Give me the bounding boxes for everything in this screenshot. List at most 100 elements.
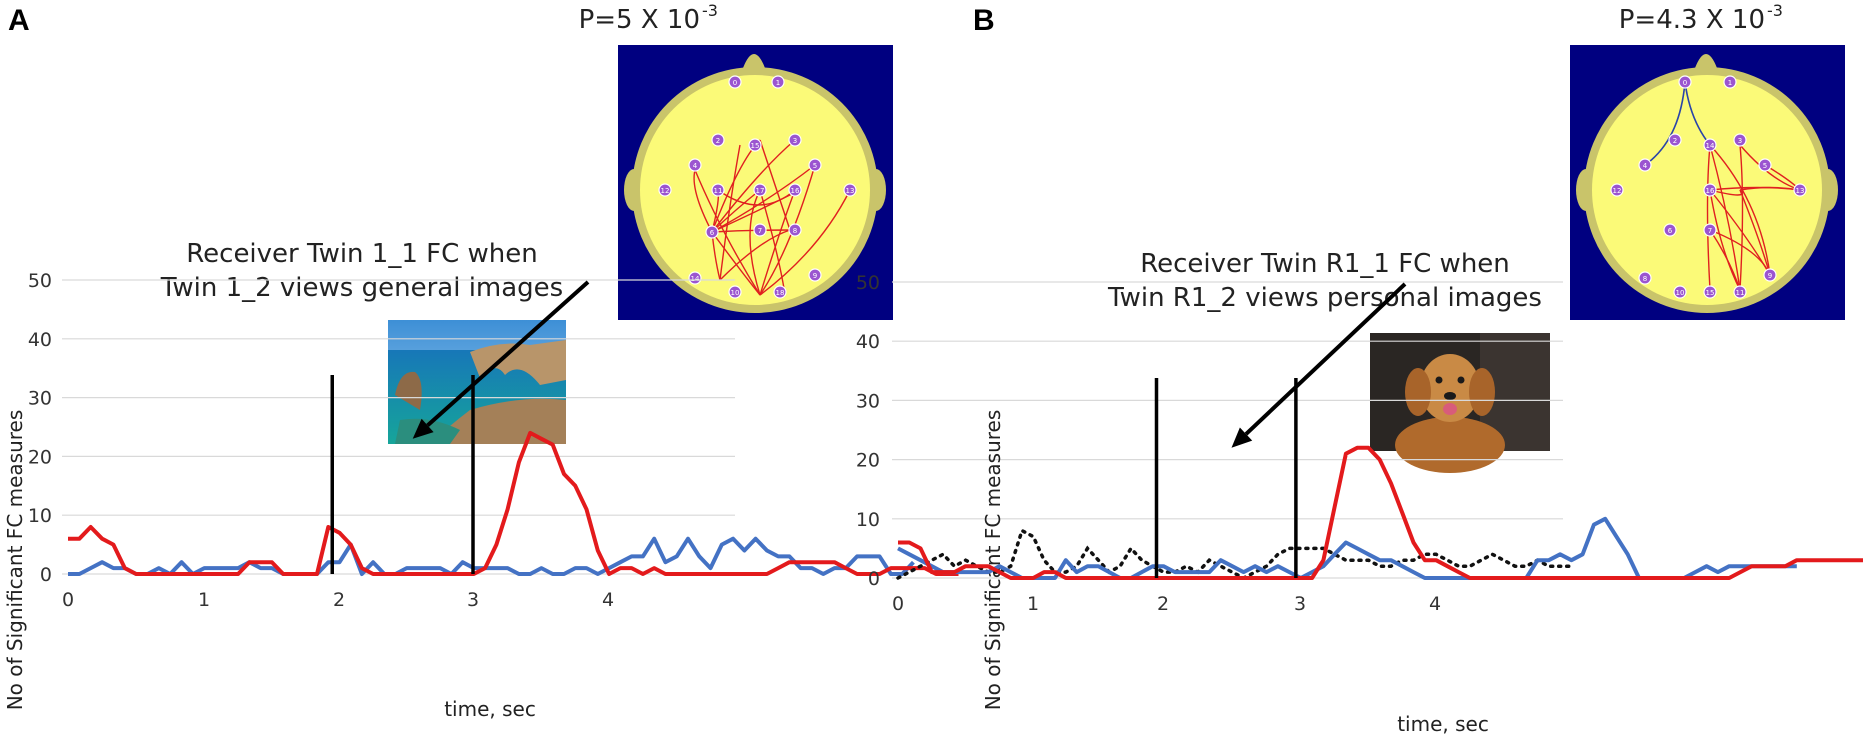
svg-text:11: 11 — [1736, 289, 1745, 297]
y-axis-label-a: No of Significant FC measures — [3, 410, 27, 711]
arrow-head-b — [1231, 427, 1253, 448]
p-value-exponent-a: -3 — [702, 1, 718, 20]
stimulus-markers-a — [330, 375, 475, 574]
y-tick-label-a-0: 0 — [40, 564, 52, 586]
series-a — [68, 430, 959, 576]
electrode-a-11 — [711, 183, 725, 197]
svg-text:10: 10 — [1676, 289, 1685, 297]
y-tick-label-b-40: 40 — [856, 331, 880, 353]
y-tick-label-a-50: 50 — [28, 270, 52, 292]
svg-text:7: 7 — [758, 227, 762, 235]
electrode-a-18 — [773, 285, 787, 299]
x-ticks-b: 0 1 2 3 4 — [892, 593, 1441, 615]
x-tick-label-b-3: 3 — [1294, 593, 1306, 615]
electrodes-b: 0 1 2 14 3 4 5 12 16 13 6 7 8 9 10 11 15 — [1610, 75, 1807, 299]
x-tick-label-a-3: 3 — [467, 589, 479, 611]
y-tick-label-a-20: 20 — [28, 446, 52, 468]
x-tick-label-b-2: 2 — [1157, 593, 1169, 615]
svg-text:13: 13 — [846, 187, 855, 195]
electrode-b-10 — [1673, 285, 1687, 299]
electrode-a-14 — [688, 271, 702, 285]
electrode-b-12 — [1610, 183, 1624, 197]
y-axis-label-b: No of Significant FC measures — [981, 410, 1005, 711]
electrode-a-6 — [705, 225, 719, 239]
svg-text:9: 9 — [1768, 272, 1772, 280]
panel-b: B P=4.3 X 10 -3 Receiver Twin R1_1 FC wh… — [856, 1, 1863, 736]
electrode-b-0 — [1678, 75, 1692, 89]
y-tick-label-b-50: 50 — [856, 272, 880, 294]
svg-text:16: 16 — [791, 187, 800, 195]
svg-text:10: 10 — [731, 289, 740, 297]
y-ticks-b: 0 10 20 30 40 50 — [856, 272, 880, 590]
electrode-b-5 — [1758, 158, 1772, 172]
stimulus-image-b — [1370, 333, 1550, 473]
x-tick-label-b-4: 4 — [1429, 593, 1441, 615]
series-line-b-red — [898, 445, 1863, 580]
electrode-a-8 — [788, 223, 802, 237]
svg-text:15: 15 — [751, 142, 760, 150]
chart-title-b-line2: Twin R1_2 views personal images — [1107, 283, 1542, 313]
series-line-b-blue — [897, 516, 1797, 580]
x-tick-label-b-1: 1 — [1027, 593, 1039, 615]
x-tick-label-a-1: 1 — [198, 589, 210, 611]
series-line-a-red — [68, 430, 959, 576]
nose-b — [1695, 54, 1717, 68]
svg-text:12: 12 — [661, 187, 670, 195]
arrow-a — [426, 280, 590, 427]
brain-map-b: 0 1 2 14 3 4 5 12 16 13 6 7 8 9 10 11 15 — [1570, 45, 1845, 320]
series-b — [896, 445, 1863, 580]
electrode-b-7 — [1703, 223, 1717, 237]
electrodes-a: 0 1 2 15 3 4 5 12 11 17 16 13 6 7 8 9 10… — [658, 75, 857, 299]
chart-title-b-line1: Receiver Twin R1_1 FC when — [1140, 249, 1510, 279]
svg-text:12: 12 — [1613, 187, 1622, 195]
x-tick-label-b-0: 0 — [892, 593, 904, 615]
y-tick-label-a-30: 30 — [28, 388, 52, 410]
chart-title-a-line1: Receiver Twin 1_1 FC when — [186, 239, 538, 269]
p-value-b: P=4.3 X 10 — [1619, 5, 1765, 35]
y-tick-label-a-40: 40 — [28, 329, 52, 351]
electrode-b-14 — [1703, 138, 1717, 152]
svg-text:11: 11 — [714, 187, 723, 195]
brain-map-a: 0 1 2 15 3 4 5 12 11 17 16 13 6 7 8 9 10… — [618, 45, 893, 320]
y-tick-label-a-10: 10 — [28, 505, 52, 527]
electrode-a-10 — [728, 285, 742, 299]
y-ticks-a: 0 10 20 30 40 50 — [28, 270, 52, 586]
y-tick-label-b-20: 20 — [856, 450, 880, 472]
series-line-b-black-dotted — [896, 528, 1574, 580]
electrode-a-9 — [808, 268, 822, 282]
svg-text:4: 4 — [693, 162, 698, 170]
electrode-a-15 — [748, 138, 762, 152]
svg-text:6: 6 — [1668, 227, 1673, 235]
svg-text:3: 3 — [1738, 137, 1742, 145]
electrode-b-6 — [1663, 223, 1677, 237]
electrode-a-1 — [771, 75, 785, 89]
electrode-b-9 — [1763, 268, 1777, 282]
electrode-a-7 — [753, 223, 767, 237]
svg-text:8: 8 — [1643, 275, 1647, 283]
svg-text:1: 1 — [1728, 79, 1732, 87]
svg-text:0: 0 — [1683, 79, 1687, 87]
electrode-a-5 — [808, 158, 822, 172]
x-axis-label-b: time, sec — [1397, 712, 1489, 736]
svg-text:5: 5 — [813, 162, 817, 170]
electrode-b-1 — [1723, 75, 1737, 89]
stimulus-markers-b — [1154, 378, 1298, 578]
svg-text:15: 15 — [1706, 289, 1715, 297]
electrode-a-16 — [788, 183, 802, 197]
svg-text:7: 7 — [1708, 227, 1712, 235]
x-tick-label-a-0: 0 — [62, 589, 74, 611]
electrode-b-3 — [1733, 133, 1747, 147]
svg-text:16: 16 — [1706, 187, 1715, 195]
svg-text:4: 4 — [1643, 162, 1648, 170]
electrode-a-12 — [658, 183, 672, 197]
svg-text:3: 3 — [793, 137, 797, 145]
electrode-a-17 — [753, 183, 767, 197]
svg-text:6: 6 — [710, 229, 715, 237]
electrode-a-4 — [688, 158, 702, 172]
y-tick-label-b-0: 0 — [868, 568, 880, 590]
svg-text:14: 14 — [1706, 142, 1715, 150]
svg-text:2: 2 — [716, 137, 720, 145]
svg-text:8: 8 — [793, 227, 797, 235]
electrode-b-13 — [1793, 183, 1807, 197]
